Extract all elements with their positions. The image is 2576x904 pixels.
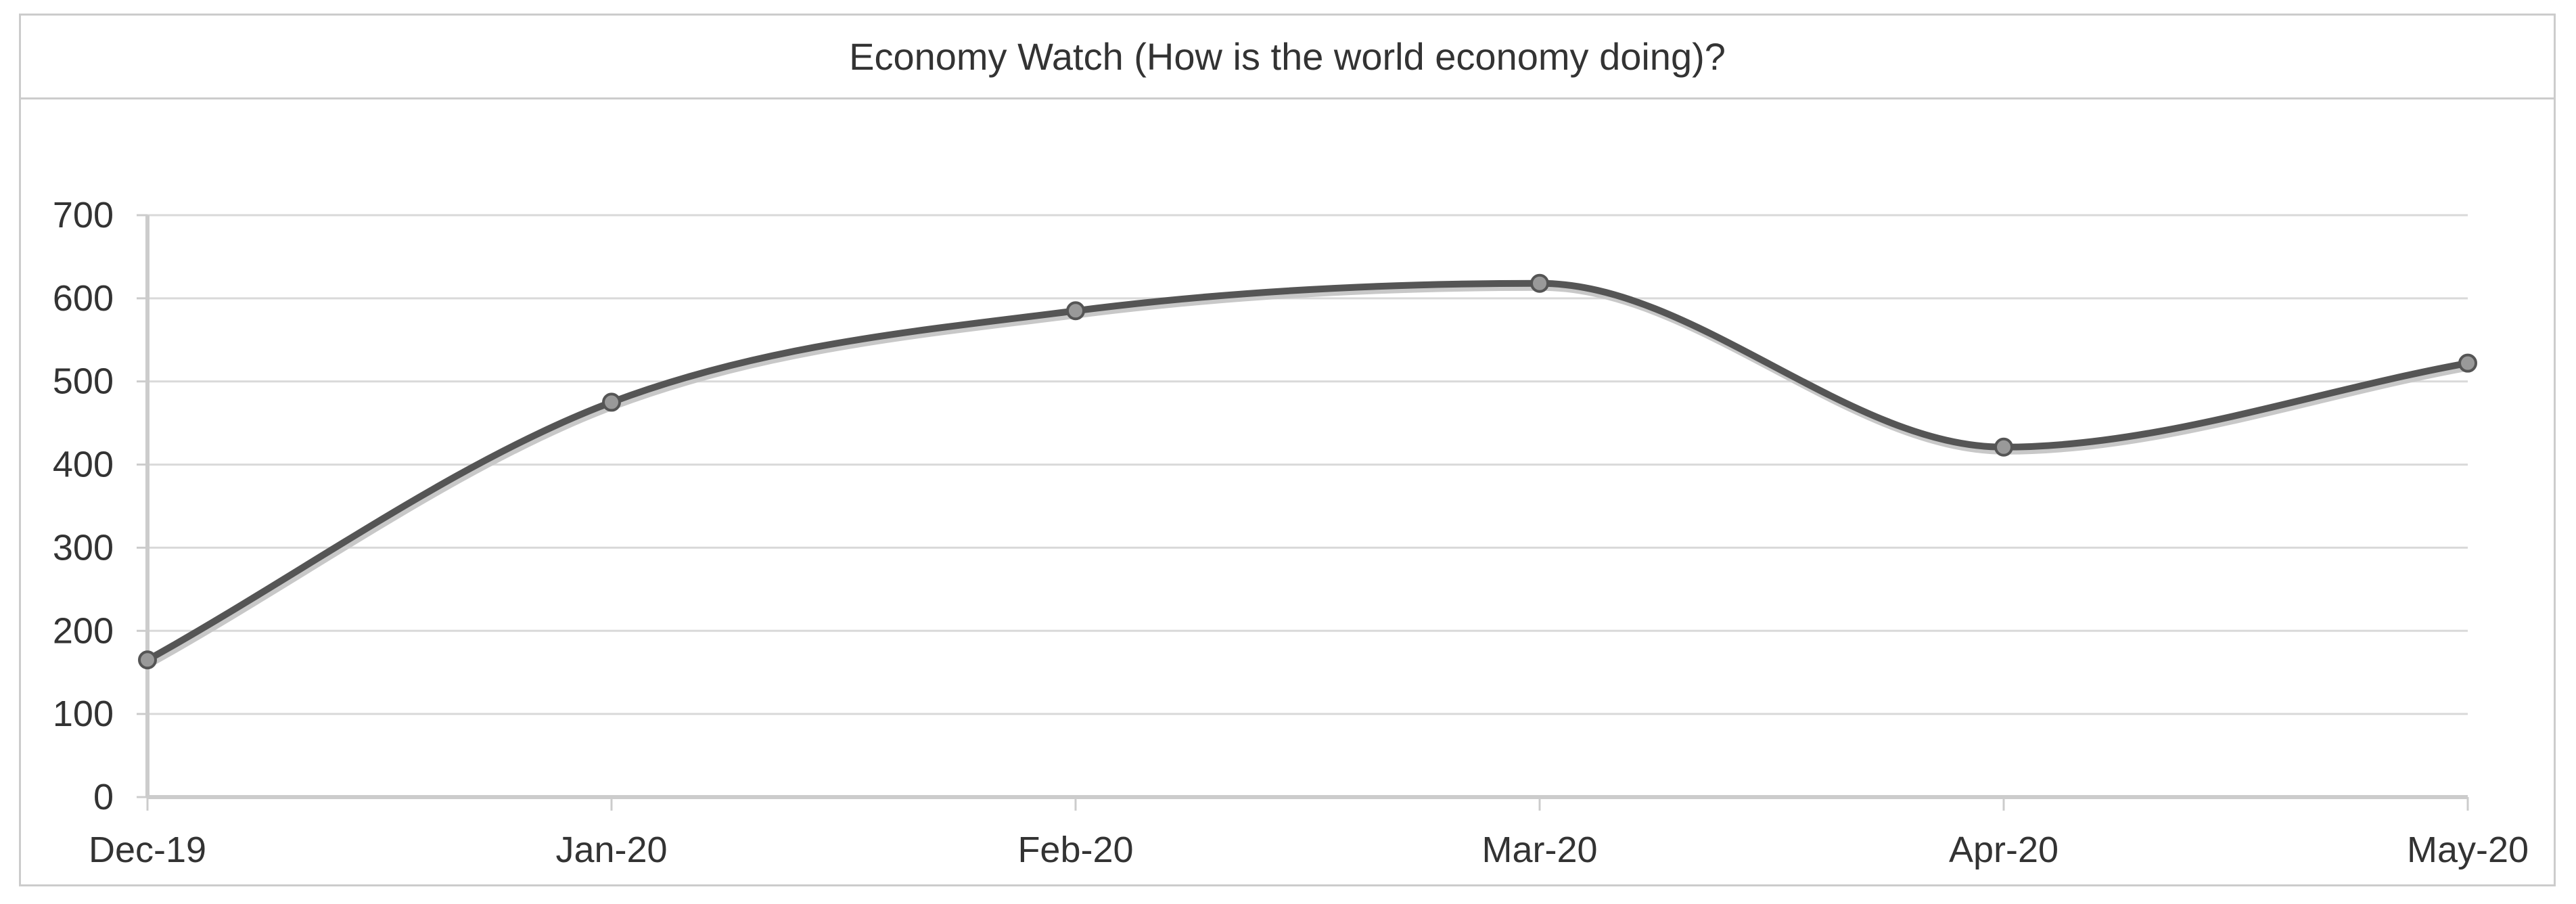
- y-tick-label: 200: [53, 610, 114, 651]
- gridlines: [147, 214, 2468, 715]
- axes: [137, 214, 2469, 811]
- data-point: [2458, 353, 2477, 373]
- tick-labels: 0 100 200 300 400 500 600 700 Dec-19 Jan-20 Feb-20…: [53, 195, 2529, 870]
- x-tick-label: Apr-20: [1949, 830, 2058, 870]
- chart-frame: Economy Watch (How is the world economy …: [19, 14, 2556, 886]
- series-line-shadow: [147, 282, 2471, 667]
- y-tick-label: 500: [53, 361, 114, 402]
- series-layer: [138, 273, 2477, 670]
- data-point: [1994, 437, 2013, 457]
- y-tick-label: 300: [53, 527, 114, 568]
- x-tick-label: Feb-20: [1017, 830, 1133, 870]
- x-tick-label: May-20: [2407, 830, 2529, 870]
- data-point: [602, 392, 621, 412]
- y-tick-label: 700: [53, 195, 114, 235]
- x-tick-label: Dec-19: [89, 830, 206, 870]
- chart-title: Economy Watch (How is the world economy …: [21, 16, 2554, 99]
- x-tick-label: Jan-20: [555, 830, 667, 870]
- data-point: [1530, 273, 1549, 293]
- y-tick-label: 100: [53, 694, 114, 734]
- x-tick-label: Mar-20: [1481, 830, 1597, 870]
- y-tick-label: 600: [53, 278, 114, 319]
- data-point: [138, 650, 157, 670]
- series-line: [144, 279, 2471, 664]
- y-tick-label: 0: [93, 777, 114, 817]
- data-point: [1066, 301, 1085, 321]
- y-tick-label: 400: [53, 445, 114, 485]
